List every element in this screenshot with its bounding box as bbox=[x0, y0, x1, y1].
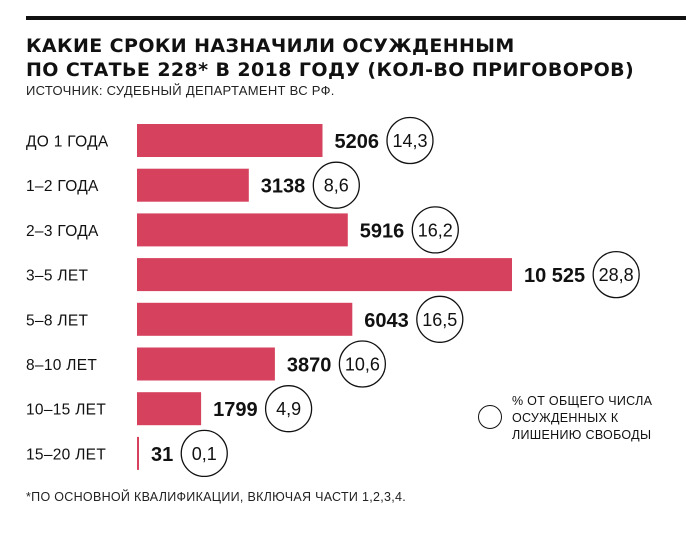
chart-title-line-1: КАКИЕ СРОКИ НАЗНАЧИЛИ ОСУЖДЕННЫМ bbox=[26, 35, 515, 57]
value-label: 6043 bbox=[364, 310, 409, 332]
category-label: ДО 1 ГОДА bbox=[26, 134, 109, 151]
category-label: 2–3 ГОДА bbox=[26, 223, 99, 240]
bar bbox=[137, 392, 202, 426]
percent-circle bbox=[411, 206, 459, 254]
value-label: 3138 bbox=[261, 176, 306, 198]
bar bbox=[137, 168, 249, 202]
percent-label: 14,3 bbox=[392, 131, 427, 151]
category-label: 15–20 ЛЕТ bbox=[26, 446, 106, 463]
bar bbox=[137, 124, 323, 157]
bar bbox=[137, 302, 353, 336]
percent-circle bbox=[386, 116, 434, 165]
bar bbox=[137, 213, 348, 247]
percent-circle bbox=[180, 429, 228, 478]
bar bbox=[137, 347, 275, 381]
percent-label: 28,8 bbox=[599, 265, 634, 285]
category-label: 3–5 ЛЕТ bbox=[26, 268, 88, 285]
value-label: 3870 bbox=[287, 355, 332, 377]
footnote: *ПО ОСНОВНОЙ КВАЛИФИКАЦИИ, ВКЛЮЧАЯ ЧАСТИ… bbox=[26, 490, 407, 504]
percent-circle bbox=[592, 250, 640, 299]
legend-circle-icon bbox=[478, 405, 502, 429]
category-label: 8–10 ЛЕТ bbox=[26, 357, 97, 374]
value-label: 10 525 bbox=[524, 265, 585, 287]
percent-label: 4,9 bbox=[276, 399, 301, 419]
category-label: 5–8 ЛЕТ bbox=[26, 312, 88, 329]
percent-label: 10,6 bbox=[345, 355, 380, 375]
chart-title: КАКИЕ СРОКИ НАЗНАЧИЛИ ОСУЖДЕННЫМ ПО СТАТ… bbox=[26, 34, 686, 82]
top-rule bbox=[26, 16, 686, 20]
percent-circle bbox=[312, 161, 360, 209]
value-label: 5206 bbox=[334, 131, 379, 153]
legend: % ОТ ОБЩЕГО ЧИСЛА ОСУЖДЕННЫХ К ЛИШЕНИЮ С… bbox=[478, 393, 688, 453]
percent-label: 0,1 bbox=[192, 444, 217, 464]
percent-label: 16,5 bbox=[422, 310, 457, 330]
chart-source: ИСТОЧНИК: СУДЕБНЫЙ ДЕПАРТАМЕНТ ВС РФ. bbox=[26, 83, 335, 98]
percent-label: 16,2 bbox=[418, 220, 453, 240]
value-label: 1799 bbox=[213, 399, 258, 421]
legend-label: % ОТ ОБЩЕГО ЧИСЛА ОСУЖДЕННЫХ К ЛИШЕНИЮ С… bbox=[512, 394, 653, 442]
percent-label: 8,6 bbox=[324, 176, 349, 196]
value-label: 31 bbox=[151, 444, 173, 466]
bar bbox=[137, 436, 139, 470]
category-label: 10–15 ЛЕТ bbox=[26, 402, 106, 419]
percent-circle bbox=[338, 340, 387, 388]
percent-circle bbox=[264, 385, 313, 433]
value-label: 5916 bbox=[360, 220, 405, 242]
bar bbox=[137, 258, 512, 292]
chart-title-line-2: ПО СТАТЬЕ 228* В 2018 ГОДУ (КОЛ-ВО ПРИГО… bbox=[26, 59, 635, 81]
category-label: 1–2 ГОДА bbox=[26, 178, 99, 195]
percent-circle bbox=[416, 295, 464, 343]
